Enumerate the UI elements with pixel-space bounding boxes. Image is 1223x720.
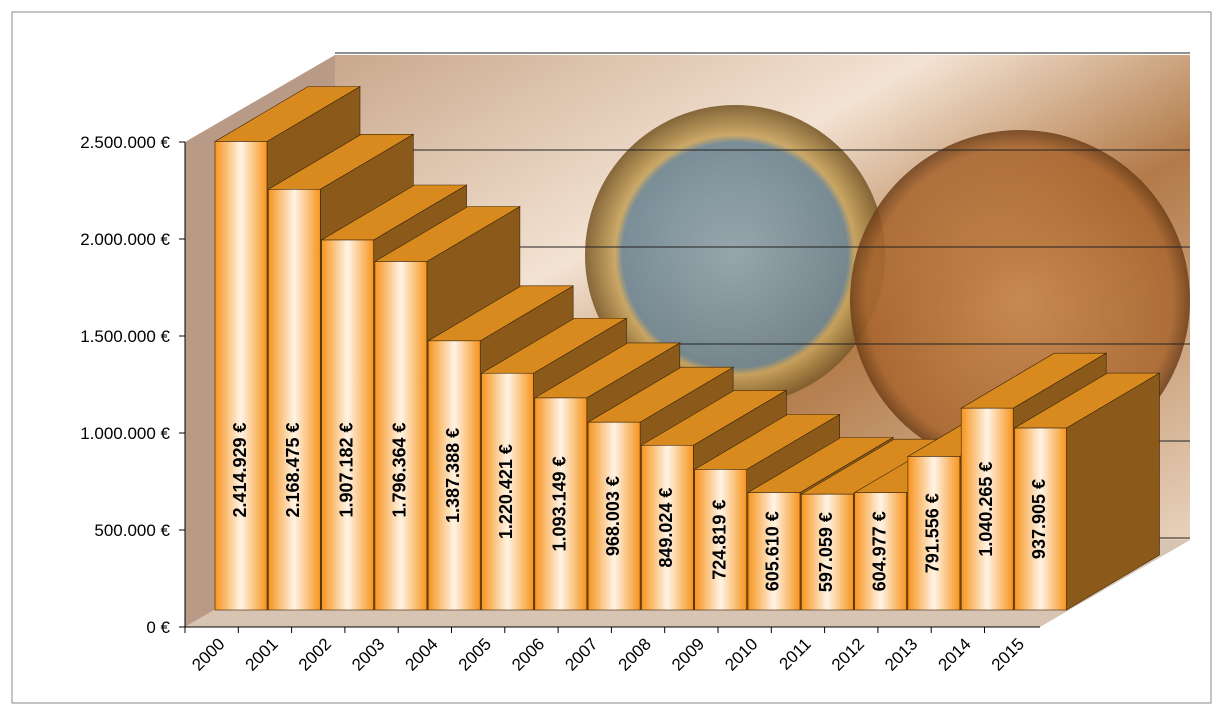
bar (374, 261, 428, 611)
bar (854, 492, 907, 611)
y-tick-label: 2.500.000 € (80, 133, 170, 152)
bar (747, 492, 801, 611)
value-label: 1.220.421 € (496, 444, 516, 539)
value-label: 1.093.149 € (550, 456, 570, 551)
y-tick-label: 500.000 € (94, 521, 170, 540)
bar (907, 456, 961, 611)
value-label: 2.168.475 € (283, 422, 303, 517)
bar (960, 407, 1014, 611)
value-label: 605.610 € (763, 511, 783, 591)
value-label: 2.414.929 € (230, 422, 250, 517)
bar (800, 493, 854, 611)
bar (694, 469, 748, 611)
bar (427, 340, 481, 611)
value-label: 1.907.182 € (336, 422, 356, 517)
value-label: 597.059 € (816, 512, 836, 592)
value-label: 937.905 € (1029, 479, 1049, 559)
bar (641, 444, 694, 611)
bar (587, 421, 641, 611)
value-label: 1.040.265 € (976, 462, 996, 557)
value-label: 791.556 € (923, 493, 943, 573)
coin-decoration (585, 105, 885, 405)
value-label: 604.977 € (869, 511, 889, 591)
y-tick-label: 1.500.000 € (80, 327, 170, 346)
bar (321, 239, 374, 611)
bar (267, 189, 321, 611)
value-label: 1.387.388 € (443, 428, 463, 523)
value-label: 968.003 € (603, 476, 623, 556)
y-tick-label: 2.000.000 € (80, 230, 170, 249)
value-label: 849.024 € (656, 488, 676, 568)
bar (481, 372, 534, 611)
bar (534, 397, 588, 611)
y-tick-label: 0 € (146, 618, 170, 637)
bar (1014, 427, 1067, 611)
value-label: 724.819 € (709, 500, 729, 580)
value-label: 1.796.364 € (390, 422, 410, 517)
y-tick-label: 1.000.000 € (80, 424, 170, 443)
bar (214, 141, 268, 611)
